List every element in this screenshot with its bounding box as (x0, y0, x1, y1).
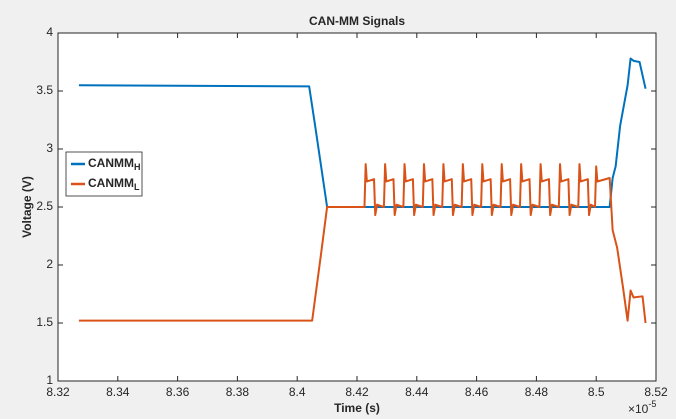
legend-subscript: H (134, 162, 141, 172)
series-line (78, 57, 647, 208)
x-tick-label: 8.32 (46, 385, 70, 399)
y-tick-label: 4 (46, 25, 53, 39)
y-axis-label: Voltage (V) (20, 176, 34, 238)
legend-label: CANMMH (88, 156, 141, 172)
legend-name: CANMM (88, 176, 134, 190)
y-tick-label: 2.5 (36, 199, 53, 213)
legend-box (65, 151, 143, 197)
x-tick-label: 8.44 (405, 385, 429, 399)
chart-title: CAN-MM Signals (309, 14, 405, 28)
x-tick-label: 8.34 (106, 385, 130, 399)
y-tick-label: 2 (46, 257, 53, 271)
x-tick-label: 8.36 (166, 385, 190, 399)
x-tick-label: 8.52 (644, 385, 668, 399)
x-tick-label: 8.48 (525, 385, 549, 399)
y-tick-label: 1.5 (36, 315, 53, 329)
y-tick-label: 1 (46, 373, 53, 387)
x-tick-label: 8.46 (465, 385, 489, 399)
x-tick-label: 8.42 (345, 385, 369, 399)
legend-label: CANMML (88, 176, 140, 192)
y-tick-label: 3.5 (36, 83, 53, 97)
y-tick-label: 3 (46, 141, 53, 155)
x-multiplier: ×10-5 (628, 399, 656, 416)
series-line (78, 163, 647, 324)
x-tick-label: 8.5 (588, 385, 605, 399)
x-multiplier-exponent: -5 (648, 399, 656, 409)
legend-subscript: L (134, 182, 140, 192)
x-tick-label: 8.38 (226, 385, 250, 399)
x-axis-label: Time (s) (334, 401, 380, 415)
x-multiplier-base: ×10 (628, 402, 649, 416)
legend-name: CANMM (88, 156, 134, 170)
axes-box (57, 32, 657, 382)
x-tick-label: 8.4 (289, 385, 306, 399)
